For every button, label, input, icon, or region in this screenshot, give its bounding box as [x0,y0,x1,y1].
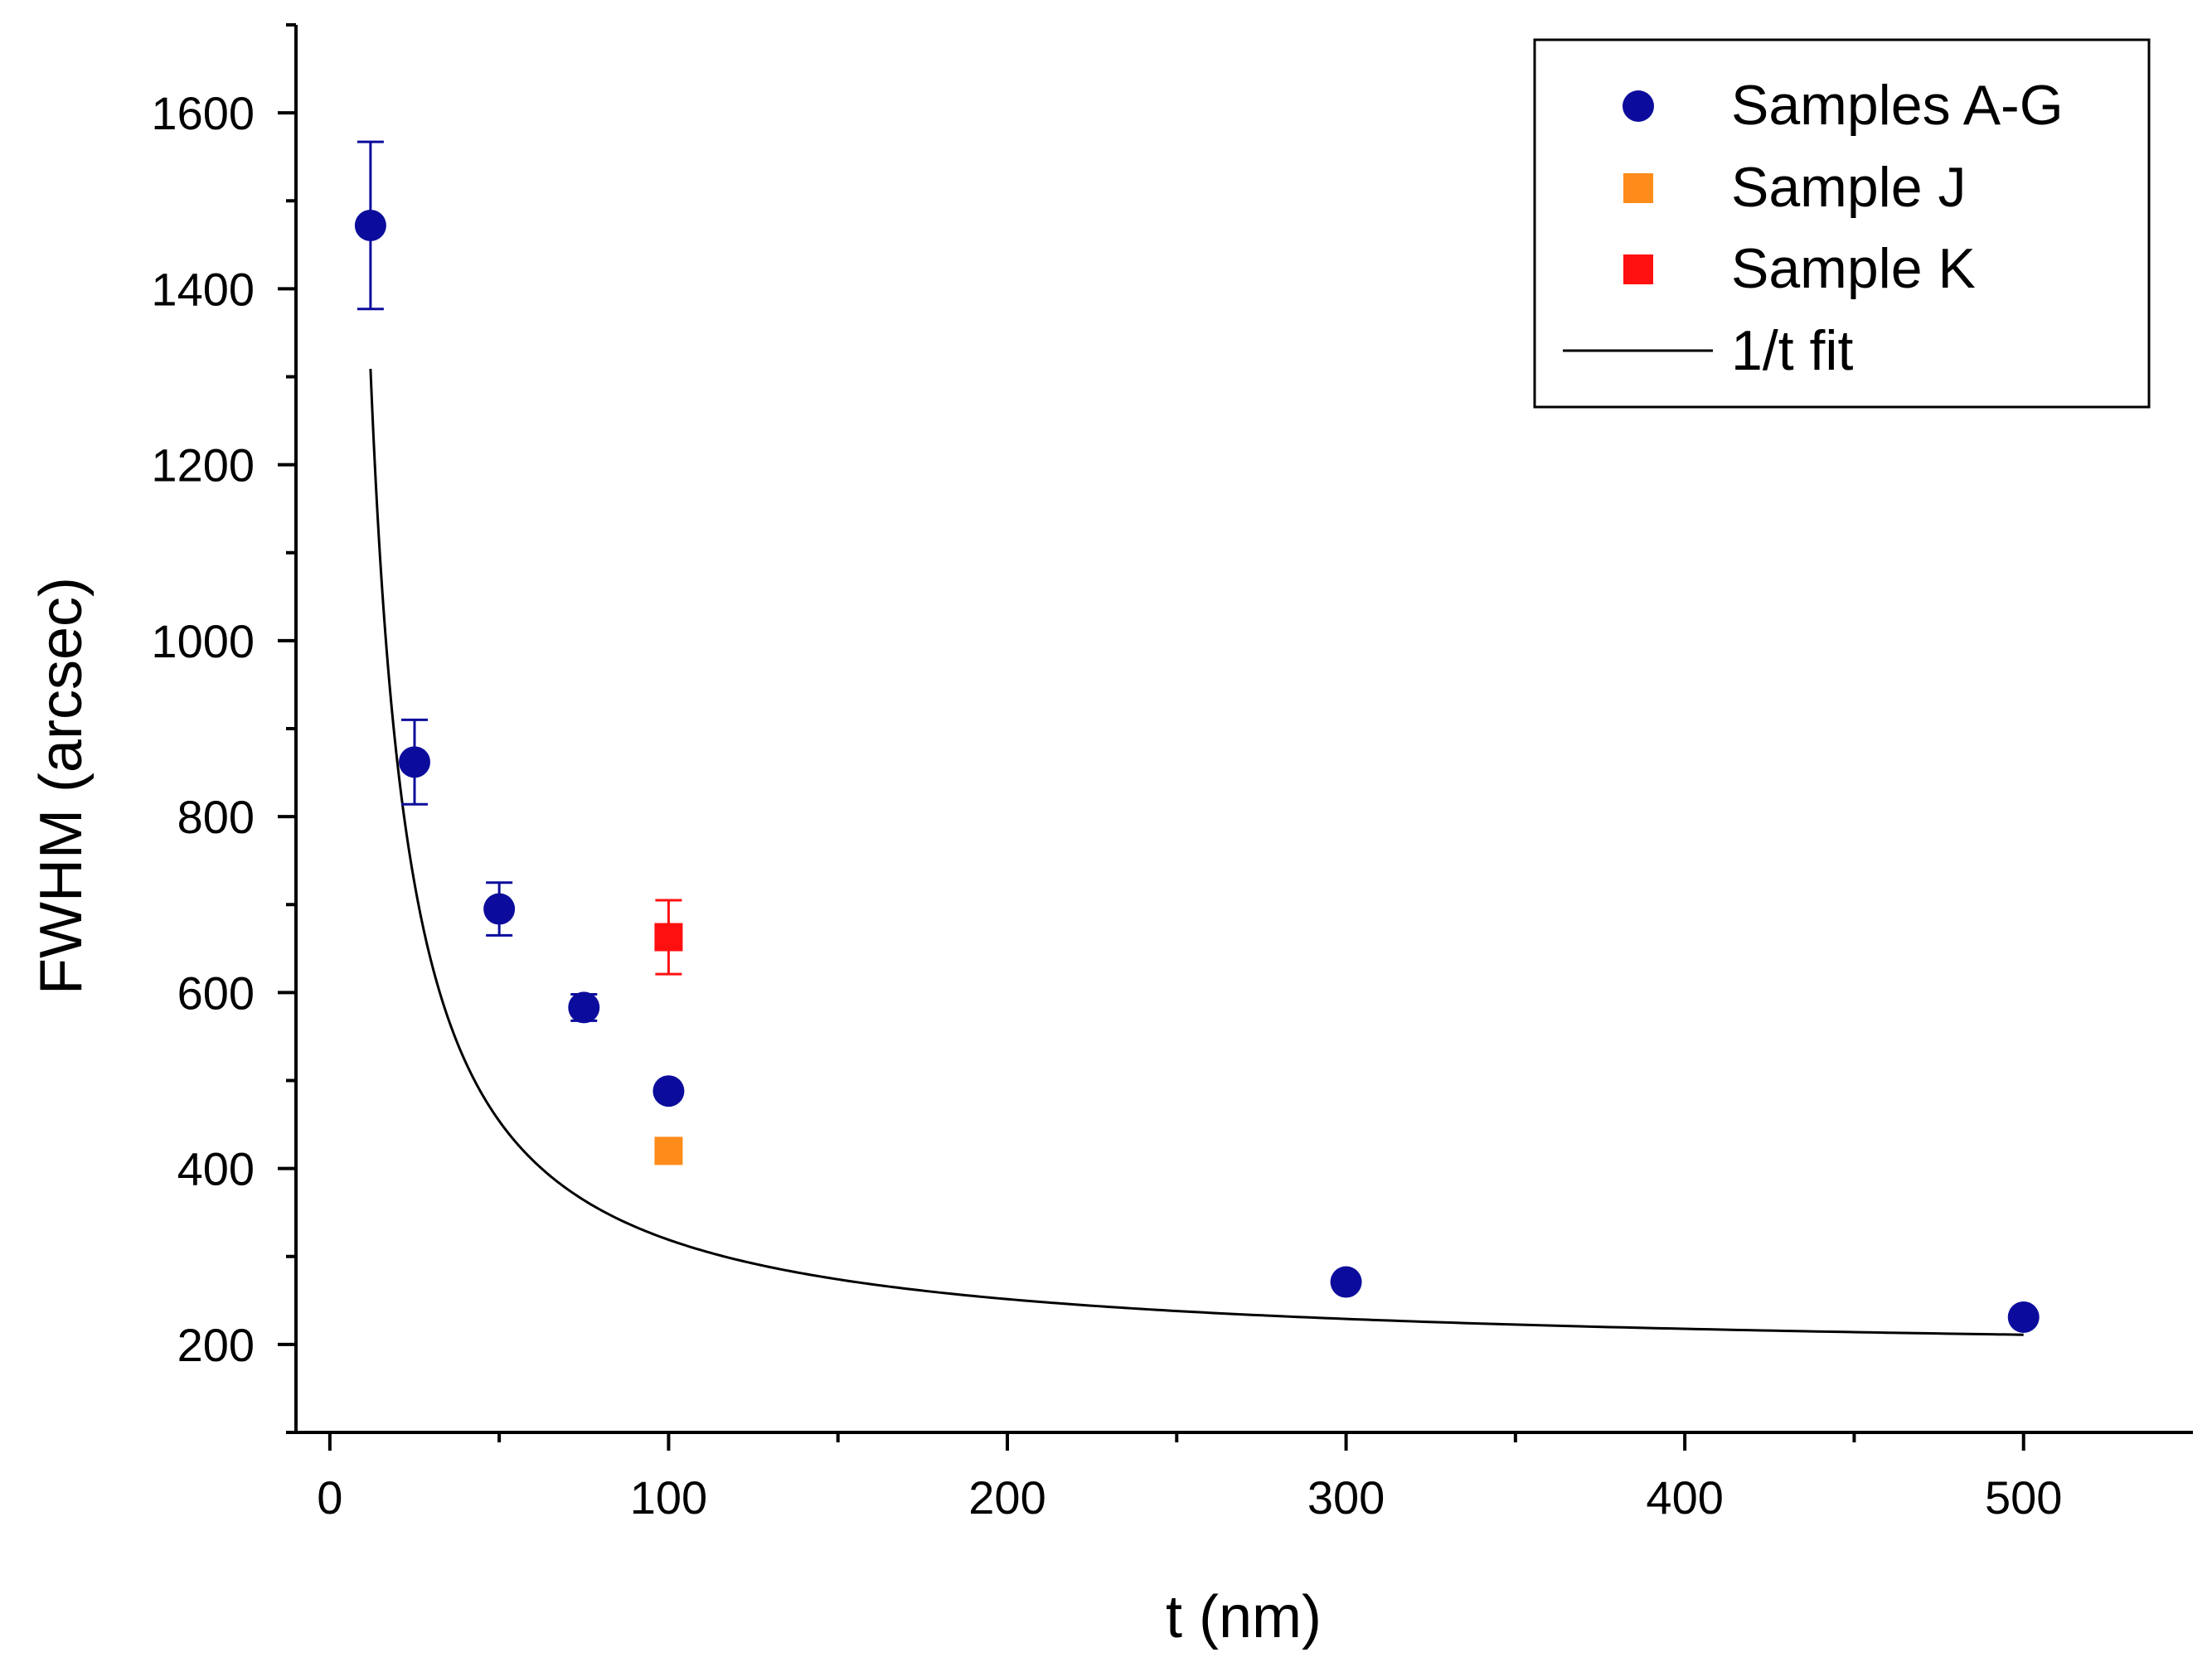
y-tick-label-600: 600 [177,967,255,1019]
legend-label-fit: 1/t fit [1731,319,1853,382]
legend-marker-samples-a-g [1623,90,1654,122]
fit-curve [369,368,2024,1336]
x-tick-label-400: 400 [1646,1471,1723,1524]
y-tick-label-1400: 1400 [151,263,255,315]
point-samples-a-g-1 [399,746,430,778]
legend: Samples A-G Sample J Sample K 1/t fit [1533,38,2151,409]
point-sample-j-0 [654,1136,683,1165]
y-tick-label-1200: 1200 [151,439,255,492]
point-samples-a-g-2 [483,893,516,925]
x-axis-title: t (nm) [1166,1584,1322,1650]
legend-label-sample-k: Sample K [1731,237,1976,300]
legend-label-samples-a-g: Samples A-G [1731,74,2064,137]
y-axis-title: FWHM (arcsec) [28,577,95,995]
y-tick-label-400: 400 [177,1143,255,1195]
y-tick-label-200: 200 [177,1319,255,1371]
x-tick-label-0: 0 [317,1471,342,1524]
point-sample-k-0 [654,923,683,952]
point-samples-a-g-4 [652,1075,685,1107]
y-tick-label-1000: 1000 [151,615,255,667]
point-samples-a-g-5 [1330,1266,1362,1298]
x-tick-label-200: 200 [968,1471,1045,1524]
x-tick-label-500: 500 [1985,1471,2062,1524]
legend-label-sample-j: Sample J [1731,156,1966,219]
legend-marker-sample-j [1623,173,1653,203]
data-points [354,209,2040,1333]
x-tick-label-300: 300 [1307,1471,1385,1524]
tick-labels: 0 100 200 300 400 500 200 400 600 800 1000 1200 1400… [151,87,2062,1524]
x-tick-label-100: 100 [630,1471,707,1524]
y-tick-label-1600: 1600 [151,87,255,139]
point-samples-a-g-3 [568,991,600,1024]
fit-curve-layer [369,368,2024,1336]
legend-marker-sample-k [1623,254,1653,284]
y-tick-label-800: 800 [177,791,255,843]
point-samples-a-g-0 [354,209,386,241]
point-samples-a-g-6 [2007,1301,2040,1333]
